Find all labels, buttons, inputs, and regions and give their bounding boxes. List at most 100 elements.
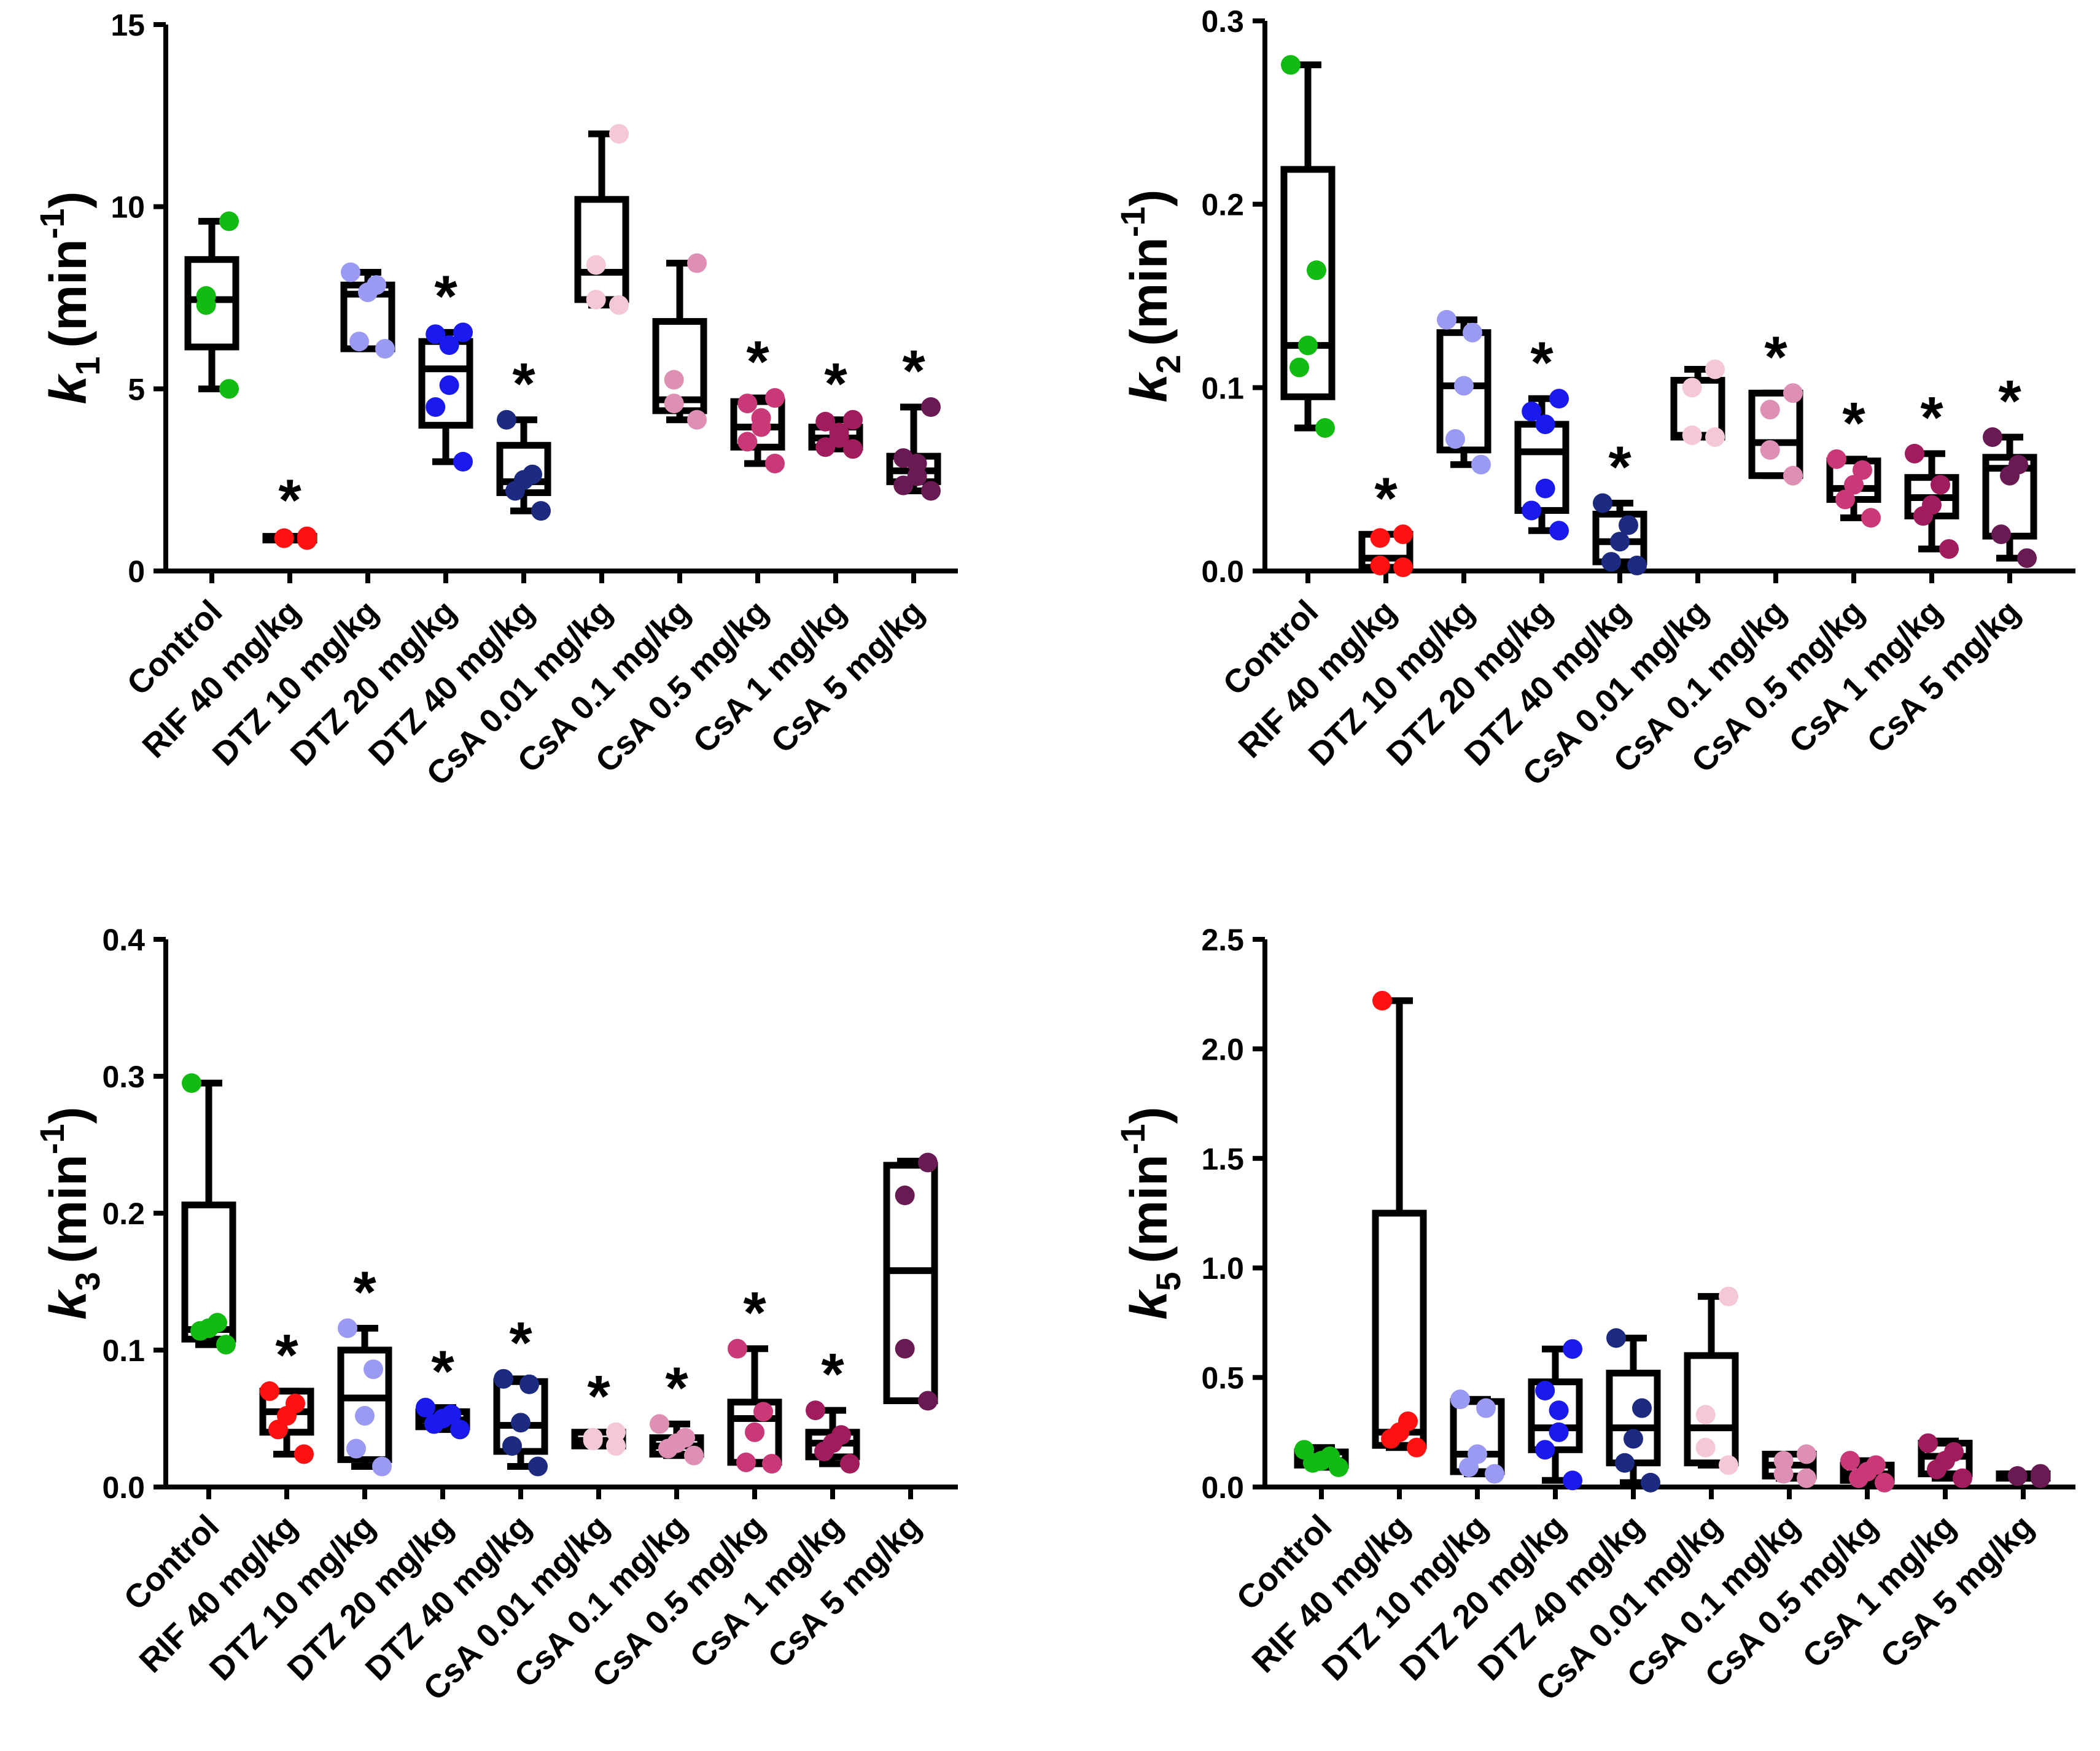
data-point (1760, 440, 1780, 460)
data-point (1535, 1381, 1555, 1401)
significance-asterisk: * (902, 338, 925, 404)
data-point (519, 1374, 539, 1394)
data-point (1991, 524, 2011, 545)
box-iqr (1280, 166, 1336, 400)
data-point (1619, 515, 1638, 535)
data-point (1641, 1472, 1660, 1493)
significance-asterisk: * (509, 1310, 532, 1376)
significance-asterisk: * (1374, 465, 1398, 531)
data-point (1624, 1429, 1643, 1449)
data-point (1549, 521, 1569, 541)
data-point (684, 1445, 704, 1466)
significance-asterisk: * (278, 468, 301, 534)
data-point (1682, 425, 1702, 445)
data-point (1844, 475, 1864, 495)
significance-asterisk: * (1530, 330, 1554, 395)
box-iqr (1606, 1369, 1661, 1467)
data-point (1861, 508, 1881, 528)
data-point (1797, 1444, 1816, 1464)
y-tick-label: 1.5 (1201, 1142, 1244, 1176)
data-point (1922, 495, 1942, 515)
data-point (372, 1456, 392, 1477)
data-point (1450, 1389, 1470, 1410)
data-point (439, 335, 459, 355)
data-point (416, 1397, 435, 1418)
data-point (765, 388, 785, 408)
y-tick-label: 2.0 (1201, 1032, 1244, 1066)
data-point (1931, 475, 1950, 495)
y-tick-label: 0.5 (1201, 1361, 1244, 1396)
data-point (609, 124, 629, 144)
box-group: Control (120, 211, 239, 702)
data-point (523, 464, 542, 484)
data-point (439, 375, 459, 395)
data-point (355, 1406, 375, 1426)
data-point (531, 501, 551, 521)
box-group: CsA 5 mg/kg (761, 1152, 938, 1675)
box-group: CsA 5 mg/kg* (764, 338, 941, 760)
data-point (1760, 400, 1780, 420)
data-point (453, 322, 473, 343)
data-point (219, 379, 239, 399)
data-point (1535, 1440, 1555, 1460)
significance-asterisk: * (743, 1280, 766, 1346)
significance-asterisk: * (821, 1341, 844, 1407)
y-tick-label: 0.1 (1201, 371, 1244, 405)
data-point (1535, 414, 1555, 435)
data-point (737, 432, 758, 452)
data-point (1298, 335, 1318, 355)
data-point (1682, 378, 1702, 398)
data-point (753, 1402, 773, 1422)
data-point (815, 411, 836, 432)
data-point (502, 1436, 522, 1456)
y-tick-label: 15 (111, 8, 145, 42)
data-point (511, 1413, 531, 1433)
data-point (2007, 1466, 2028, 1486)
data-point (1983, 427, 2002, 447)
data-point (675, 1427, 695, 1448)
data-point (650, 1414, 669, 1434)
y-axis-label: k1(min-1) (33, 192, 107, 405)
y-tick-label: 0.2 (1201, 188, 1244, 222)
y-axis-label: k2(min-1) (1113, 190, 1188, 403)
data-point (765, 453, 785, 473)
data-point (840, 1454, 860, 1474)
data-point (1370, 556, 1390, 576)
data-point (349, 332, 369, 352)
data-point (921, 397, 941, 417)
data-point (1522, 500, 1542, 521)
data-point (918, 1391, 938, 1411)
data-point (364, 1359, 383, 1380)
significance-asterisk: * (1842, 390, 1865, 456)
data-point (1615, 1453, 1635, 1473)
data-point (1549, 1422, 1569, 1442)
significance-asterisk: * (1998, 368, 2021, 434)
data-point (895, 1338, 915, 1359)
y-tick-label: 0.4 (102, 923, 145, 957)
significance-asterisk: * (1920, 385, 1943, 451)
data-point (1320, 1446, 1340, 1467)
data-point (831, 1425, 851, 1445)
data-point (208, 1313, 227, 1333)
significance-asterisk: * (353, 1259, 376, 1325)
data-point (1632, 1398, 1652, 1418)
data-point (1289, 357, 1309, 378)
box-iqr (574, 196, 629, 303)
data-point (497, 410, 516, 430)
data-point (606, 1422, 626, 1442)
data-point (1307, 260, 1326, 281)
data-point (1563, 1339, 1582, 1359)
data-point (1875, 1472, 1894, 1493)
data-point (1522, 402, 1542, 422)
data-point (1705, 359, 1725, 379)
significance-asterisk: * (431, 1339, 454, 1405)
data-point (843, 410, 863, 430)
data-point (728, 1338, 747, 1359)
data-point (1840, 1451, 1860, 1471)
box-iqr (1372, 1209, 1427, 1449)
data-point (751, 408, 771, 428)
significance-asterisk: * (824, 351, 847, 417)
data-point (2017, 548, 2037, 569)
